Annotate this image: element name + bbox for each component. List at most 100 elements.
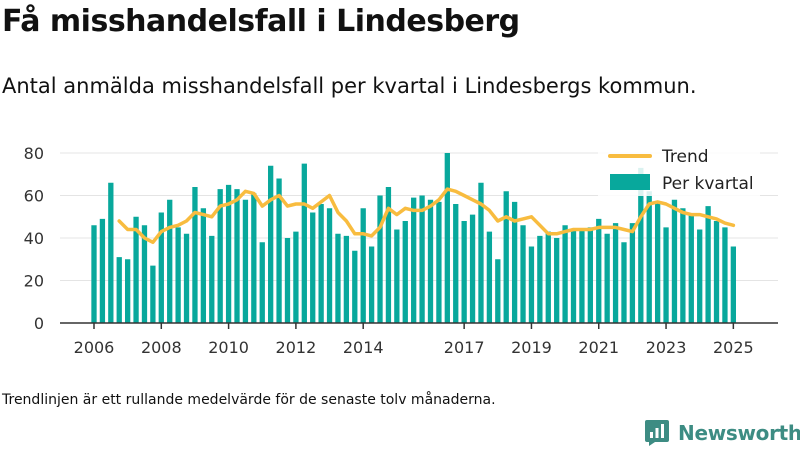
bar (579, 229, 585, 323)
bar (183, 233, 190, 323)
bar (293, 231, 299, 323)
bar (612, 223, 619, 323)
bar (385, 187, 392, 323)
newsworthy-chart-icon (645, 420, 669, 446)
bar (562, 225, 568, 323)
bar (453, 204, 459, 323)
legend: Trend Per kvartal (598, 147, 760, 196)
bar (528, 246, 535, 323)
bar (150, 265, 156, 323)
bar (284, 238, 291, 323)
bar (427, 199, 434, 323)
bar (360, 208, 366, 323)
bar (654, 201, 661, 323)
bar (141, 225, 148, 323)
bar (697, 229, 703, 323)
bar (478, 182, 484, 323)
bar (125, 259, 131, 323)
bar (133, 216, 139, 323)
bar (680, 208, 686, 323)
bar (469, 214, 476, 323)
bar (225, 184, 232, 323)
x-axis: 2006 2008 2010 2012 2014 2017 2019 2021 2023 2025 (60, 322, 778, 357)
chart-subtitle: Antal anmälda misshandelsfall per kvarta… (2, 74, 697, 98)
bar (722, 227, 728, 323)
x-tick-label: 2025 (713, 338, 754, 357)
bar (461, 221, 467, 323)
footnote: Trendlinjen är ett rullande medelvärde f… (2, 392, 496, 408)
bar (511, 201, 518, 323)
y-tick-label: 60 (24, 187, 44, 206)
bar (730, 246, 736, 323)
trend-line (117, 187, 736, 245)
bar (217, 189, 223, 323)
x-tick-label: 2019 (511, 338, 552, 357)
bar (335, 233, 341, 323)
bar (352, 250, 358, 323)
bar (301, 163, 307, 323)
bar (671, 199, 678, 323)
bar (377, 195, 383, 323)
chart-title: Få misshandelsfall i Lindesberg (2, 4, 520, 39)
bar (411, 197, 417, 323)
bar (158, 212, 164, 323)
bar (318, 204, 324, 323)
bar (436, 201, 442, 323)
bar (596, 218, 602, 323)
bar (99, 218, 106, 323)
bar (444, 153, 450, 323)
x-tick-label: 2023 (646, 338, 687, 357)
bar (251, 193, 257, 323)
bar (705, 206, 711, 323)
bar (663, 227, 669, 323)
y-tick-label: 80 (24, 144, 44, 163)
bar (520, 225, 526, 323)
bar (234, 189, 240, 323)
bar (209, 235, 215, 323)
bar (688, 214, 694, 323)
bar (242, 199, 249, 323)
bar (276, 178, 282, 323)
bar (638, 167, 644, 323)
bar (713, 221, 720, 323)
bar (629, 223, 636, 323)
bar (91, 225, 97, 323)
bar (587, 227, 593, 323)
x-tick-label: 2014 (343, 338, 384, 357)
bar (192, 187, 198, 323)
bar (108, 182, 114, 323)
bar (646, 191, 652, 323)
y-tick-label: 20 (24, 272, 44, 291)
trend-line-group (117, 187, 736, 245)
x-tick-label: 2012 (276, 338, 317, 357)
y-axis: 0 20 40 60 80 (24, 144, 44, 333)
bar (343, 235, 350, 323)
x-tick-label: 2008 (141, 338, 182, 357)
bar (621, 242, 627, 323)
bar (268, 165, 274, 323)
bar (570, 229, 577, 323)
bar (503, 191, 509, 323)
legend-label-per-kvartal: Per kvartal (662, 174, 754, 194)
bar (545, 231, 551, 323)
y-tick-label: 40 (24, 229, 44, 248)
bar (495, 259, 501, 323)
bar (116, 257, 122, 323)
bar (394, 229, 400, 323)
y-tick-label: 0 (34, 314, 44, 333)
legend-bar-swatch (610, 174, 650, 190)
x-tick-label: 2006 (74, 338, 115, 357)
bar (419, 195, 425, 323)
bar (259, 242, 265, 323)
x-tick-label: 2021 (578, 338, 619, 357)
brand-name: Newsworthy (678, 421, 800, 445)
legend-label-trend: Trend (661, 147, 709, 167)
bar (326, 208, 333, 323)
brand-logo[interactable]: Newsworthy (644, 418, 800, 448)
bar (604, 233, 610, 323)
bars (91, 153, 736, 323)
bar (554, 238, 560, 323)
bar (175, 227, 181, 323)
bar (167, 199, 173, 323)
